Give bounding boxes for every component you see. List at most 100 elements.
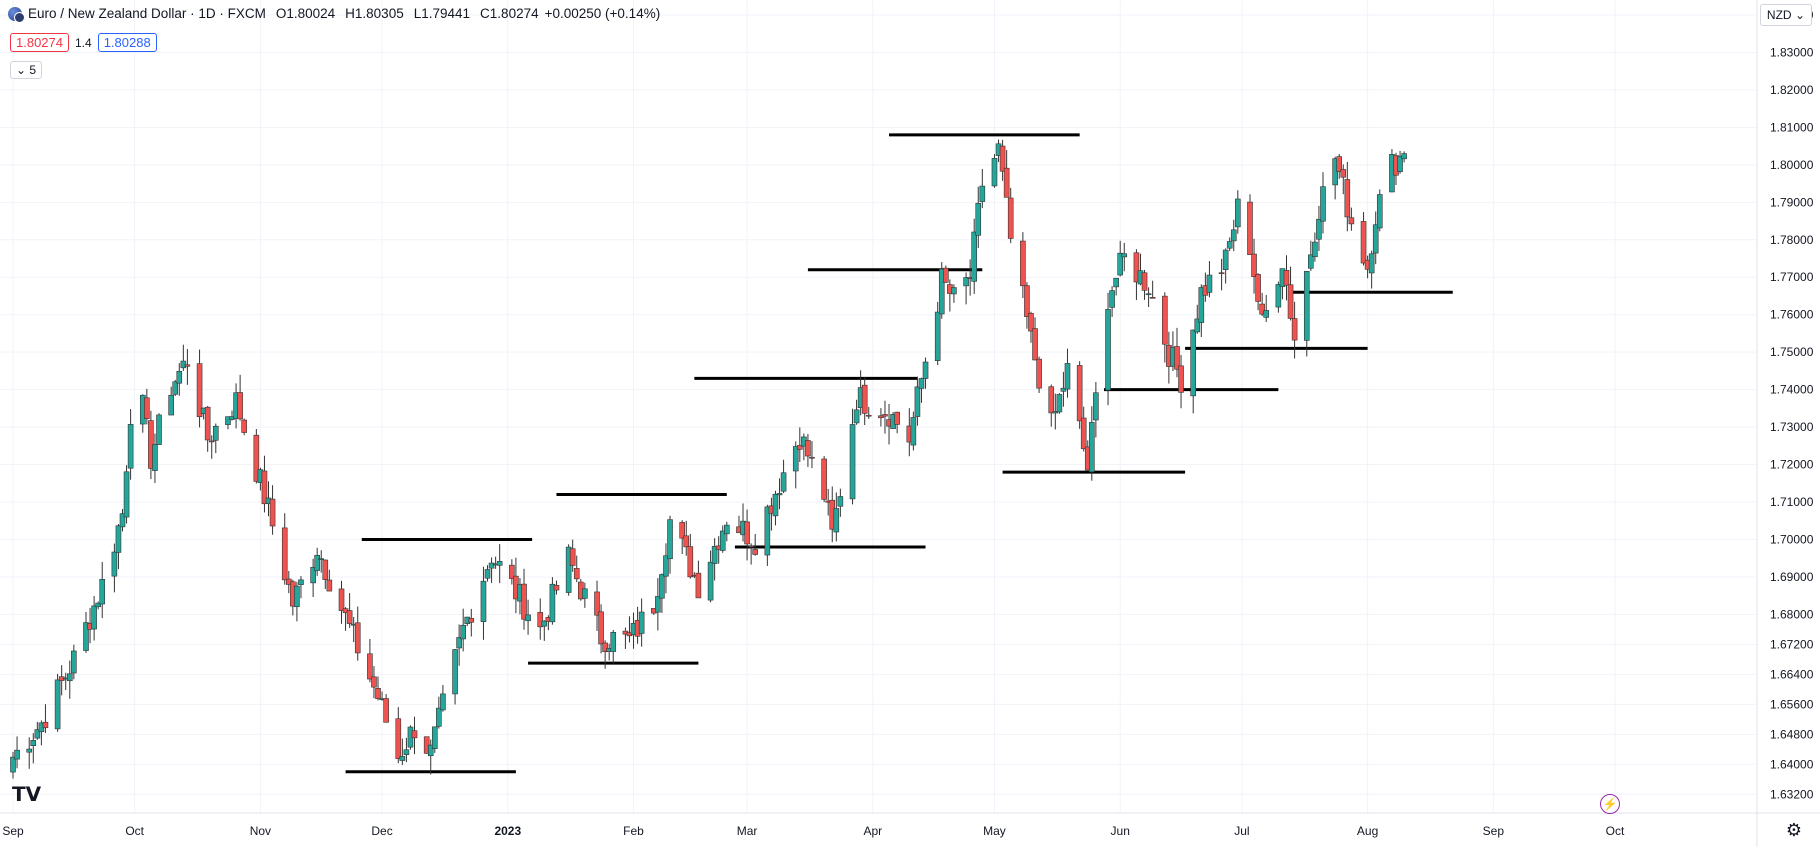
candle-body <box>318 558 325 560</box>
close-value: 1.80274 <box>489 6 539 21</box>
open-label: O <box>275 6 287 21</box>
y-axis[interactable]: 1.840001.830001.820001.810001.800001.790… <box>1770 8 1814 801</box>
candle-body <box>168 394 174 416</box>
candle-body <box>1194 318 1201 333</box>
candle-body <box>951 287 957 295</box>
candle-body <box>1230 229 1237 242</box>
candle-body <box>1336 156 1343 172</box>
candle-body <box>821 458 827 500</box>
candle-body <box>979 185 986 202</box>
candle-body <box>1376 194 1383 229</box>
candle-body <box>371 676 377 688</box>
candle-body <box>338 588 345 611</box>
candle-body <box>144 397 150 419</box>
x-axis[interactable]: Sep Oct Nov Dec 2023 Feb Mar Apr May Jun Jul Aug Sep… <box>2 824 1625 838</box>
candle-body <box>1263 310 1270 318</box>
candle-body <box>261 470 268 505</box>
candle-body <box>918 378 925 389</box>
candle-body <box>1036 358 1042 389</box>
candle-body <box>354 622 361 654</box>
y-tick-label: 1.75000 <box>1770 345 1814 359</box>
candle-body <box>123 471 130 518</box>
candle-body <box>1312 241 1318 258</box>
candle-body <box>1226 241 1233 249</box>
candle-body <box>367 653 373 680</box>
candle-body <box>659 574 665 599</box>
candle-body <box>1109 290 1115 308</box>
lightning-icon[interactable]: ⚡ <box>1600 794 1620 814</box>
buy-price-button[interactable]: 1.80288 <box>97 33 157 52</box>
candle-body <box>1064 363 1071 390</box>
gear-icon[interactable]: ⚙ <box>1785 820 1802 840</box>
candle-body <box>156 414 162 445</box>
candle-body <box>934 311 941 361</box>
candle-body <box>1020 240 1026 287</box>
x-tick-label: Oct <box>125 824 144 838</box>
candle-body <box>1117 252 1124 276</box>
candle-body <box>1003 167 1010 198</box>
candle-body <box>910 417 917 446</box>
candle-body <box>1056 394 1063 413</box>
sell-price-button[interactable]: 1.80274 <box>10 33 69 52</box>
candle-body <box>914 386 921 417</box>
candle-body <box>975 202 982 236</box>
candle-body <box>1303 271 1310 341</box>
level-lines <box>345 133 1453 774</box>
candle-body <box>1291 318 1298 341</box>
candle-body <box>809 456 815 459</box>
candle-body <box>707 561 714 601</box>
candle-body <box>1360 221 1367 264</box>
candle-body <box>744 521 750 545</box>
x-tick-label: Sep <box>2 824 24 838</box>
candle-body <box>667 519 673 560</box>
y-tick-label: 1.79000 <box>1770 195 1814 209</box>
high-label: H <box>345 6 355 21</box>
tradingview-logo-icon[interactable]: 𝗧𝗩 <box>12 784 42 806</box>
candle-body <box>553 584 560 591</box>
candle-body <box>894 411 900 425</box>
candle-body <box>943 267 949 283</box>
candle-body <box>208 440 215 443</box>
candle-body <box>399 756 406 761</box>
candle-body <box>212 425 219 441</box>
candle-body <box>602 642 608 653</box>
candle-body <box>861 384 868 414</box>
y-tick-label: 1.81000 <box>1770 120 1814 134</box>
x-tick-label: May <box>983 824 1006 838</box>
candle-body <box>711 545 718 564</box>
candle-body <box>719 530 726 551</box>
candle-body <box>1060 387 1067 392</box>
currency-selector[interactable]: NZD ⌄ <box>1759 4 1812 26</box>
high-value: 1.80305 <box>354 6 404 21</box>
candle-body <box>314 554 320 571</box>
candle-body <box>204 406 211 441</box>
candle-body <box>610 632 617 652</box>
candle-body <box>1089 422 1095 473</box>
y-tick-label: 1.70000 <box>1770 533 1814 547</box>
x-tick-label: Aug <box>1357 824 1378 838</box>
indicators-toggle[interactable]: ⌄ 5 <box>10 61 43 79</box>
candle-body <box>180 360 187 369</box>
y-tick-label: 1.83000 <box>1770 45 1814 59</box>
y-tick-label: 1.69000 <box>1770 570 1814 584</box>
candle-body <box>521 583 527 620</box>
candle-body <box>237 392 243 420</box>
symbol-title[interactable]: Euro / New Zealand Dollar · 1D · FXCM <box>28 6 266 21</box>
candle-body <box>1206 274 1213 293</box>
candle-body <box>111 551 118 577</box>
candle-body <box>1113 277 1119 288</box>
candle-body <box>663 555 669 577</box>
candle-body <box>460 624 466 640</box>
candle-body <box>456 637 462 649</box>
candle-body <box>127 424 134 469</box>
open-value: 1.80024 <box>286 6 336 21</box>
candle-body <box>1121 253 1128 258</box>
candle-body <box>537 612 544 628</box>
candle-body <box>882 414 888 417</box>
candle-body <box>792 446 799 472</box>
candle-body <box>582 588 588 599</box>
candle-body <box>638 611 645 634</box>
